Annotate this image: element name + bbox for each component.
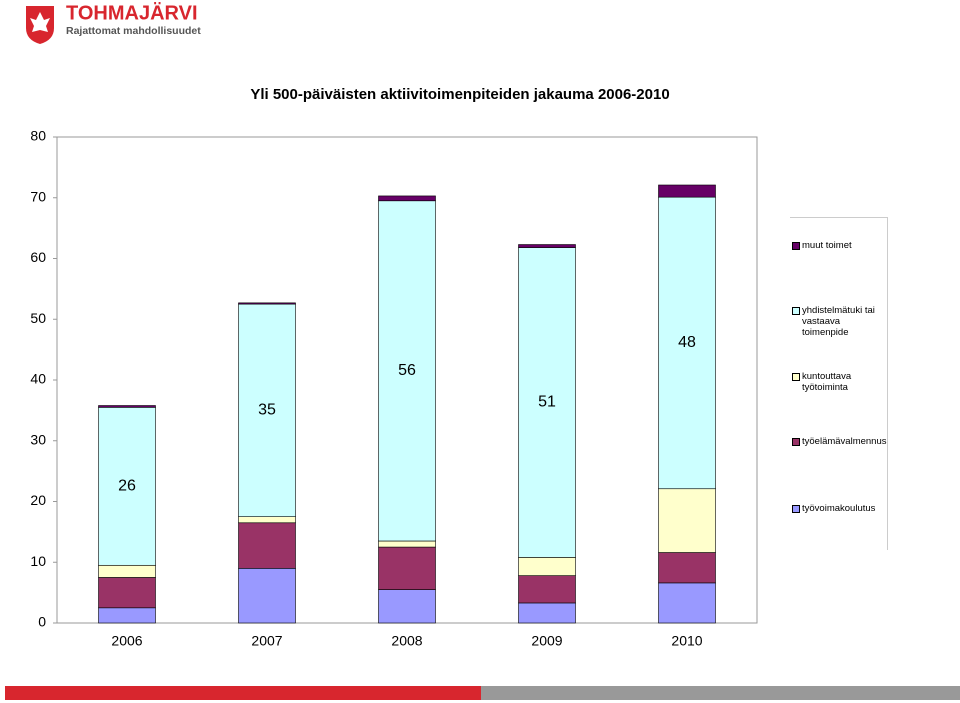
x-tick-label: 2006: [111, 633, 142, 649]
y-tick-label: 80: [30, 128, 46, 144]
bar-segment: [238, 302, 296, 305]
legend-item: yhdistelmätuki tai vastaava toimenpide: [792, 305, 888, 338]
bar-segment: [238, 516, 296, 524]
bar-segment: [98, 577, 156, 609]
value-label: 48: [678, 334, 696, 351]
y-tick-label: 60: [30, 249, 46, 265]
legend-label: työvoimakoulutus: [802, 503, 876, 514]
bar-segment: [518, 575, 576, 604]
value-label: 26: [118, 478, 136, 495]
bar-segment: [658, 196, 716, 490]
legend-label: muut toimet: [802, 240, 852, 251]
bar-segment: [98, 564, 156, 578]
x-tick-label: 2009: [531, 633, 562, 649]
bar-segment: [658, 488, 716, 553]
value-label: 56: [398, 362, 416, 379]
legend: muut toimet yhdistelmätuki tai vastaava t…: [790, 217, 888, 550]
legend-item: työelämävalmennus: [792, 436, 888, 447]
bar-segment: [98, 607, 156, 624]
chart-title: Yli 500-päiväisten aktiivitoimenpiteiden…: [250, 86, 669, 103]
logo-leaf: [30, 12, 50, 32]
value-label: 35: [258, 402, 276, 419]
bar-segment: [378, 200, 436, 542]
legend-label: työelämävalmennus: [802, 436, 887, 447]
footer-red: [5, 686, 481, 700]
bar-segment: [378, 589, 436, 624]
value-label: 51: [538, 394, 556, 411]
y-tick-label: 70: [30, 188, 46, 204]
bar-segment: [658, 552, 716, 584]
legend-swatch: [792, 373, 800, 381]
slogan: Rajattomat mahdollisuudet: [66, 25, 201, 37]
x-tick-label: 2008: [391, 633, 422, 649]
legend-item: työvoimakoulutus: [792, 503, 888, 514]
bar-segment: [518, 244, 576, 248]
legend-swatch: [792, 242, 800, 250]
y-tick-label: 40: [30, 371, 46, 387]
x-tick-label: 2010: [671, 633, 702, 649]
legend-swatch: [792, 307, 800, 315]
bar-segment: [658, 184, 716, 198]
footer-gray: [481, 686, 960, 700]
bar-segment: [98, 407, 156, 566]
bar-segment: [518, 557, 576, 576]
y-tick-label: 10: [30, 553, 46, 569]
logo: TOHMAJÄRVI Rajattomat mahdollisuudet: [26, 1, 201, 44]
legend-item: muut toimet: [792, 240, 888, 251]
bar-segment: [378, 546, 436, 590]
bar-segment: [238, 303, 296, 517]
bar-segment: [98, 405, 156, 408]
bar-segment: [378, 195, 436, 202]
legend-item: kuntouttava työtoiminta: [792, 371, 888, 393]
legend-swatch: [792, 505, 800, 513]
y-tick-label: 30: [30, 431, 46, 447]
bar-segment: [238, 568, 296, 624]
bar-segment: [518, 247, 576, 558]
bar-segment: [378, 540, 436, 548]
bar-segment: [658, 582, 716, 624]
y-tick-label: 50: [30, 310, 46, 326]
y-tick-label: 20: [30, 492, 46, 508]
y-tick-label: 0: [38, 614, 46, 630]
legend-label: yhdistelmätuki tai vastaava toimenpide: [802, 305, 875, 338]
bar-segment: [238, 522, 296, 569]
bar-segment: [518, 602, 576, 624]
x-tick-label: 2007: [251, 633, 282, 649]
legend-label: kuntouttava työtoiminta: [802, 371, 852, 393]
legend-swatch: [792, 438, 800, 446]
brand: TOHMAJÄRVI: [66, 1, 198, 24]
